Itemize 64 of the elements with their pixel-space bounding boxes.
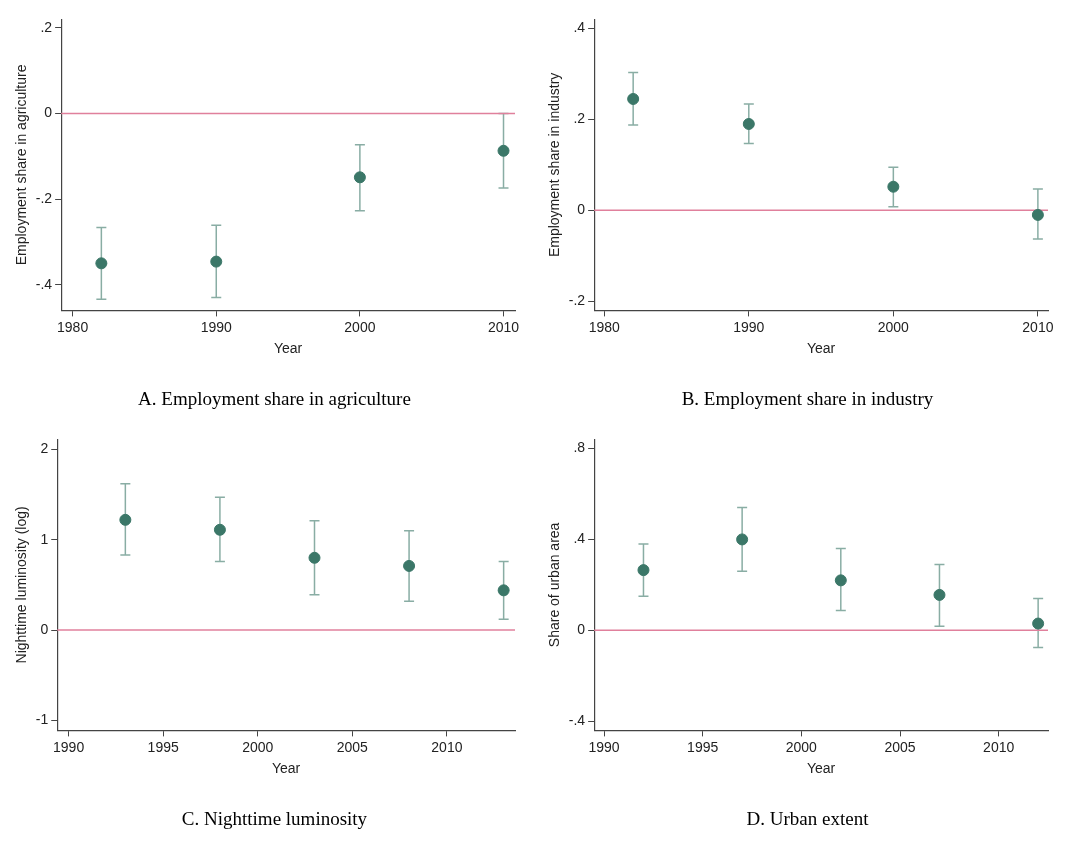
y-tick-label: -1 <box>35 711 49 728</box>
x-tick-label: 1990 <box>200 318 233 335</box>
point <box>627 92 640 105</box>
y-axis-title: Employment share in industry <box>546 72 563 258</box>
point <box>403 559 416 572</box>
y-tick-label: 0 <box>577 621 586 638</box>
x-tick-label: 1995 <box>147 738 179 755</box>
x-tick-label: 2010 <box>487 318 520 335</box>
point <box>834 574 847 587</box>
point <box>887 180 900 193</box>
y-tick-label: 1 <box>40 530 49 547</box>
y-tick-label: -.4 <box>568 712 586 729</box>
x-tick-label: 2000 <box>877 318 910 335</box>
x-tick-label: 1990 <box>733 318 765 335</box>
text: D. Urban extent <box>745 808 870 830</box>
point <box>637 564 650 577</box>
x-axis-title: Year <box>806 760 836 777</box>
x-tick-label: 2000 <box>242 738 274 755</box>
point <box>210 255 223 268</box>
point <box>353 171 366 184</box>
point <box>742 117 755 130</box>
y-tick-label: .4 <box>573 530 586 547</box>
x-axis-title: Year <box>273 340 303 357</box>
y-tick-label: -.2 <box>35 189 53 206</box>
text: C. Nighttime luminosity <box>180 808 369 830</box>
x-axis-title: Year <box>806 340 836 357</box>
point <box>119 513 132 526</box>
point <box>95 257 108 270</box>
x-tick-label: 2010 <box>1022 318 1054 335</box>
y-tick-label: -.2 <box>568 292 586 309</box>
y-tick-label: .4 <box>573 19 586 36</box>
y-tick-label: 0 <box>577 201 586 218</box>
x-tick-label: 2000 <box>785 738 818 755</box>
point <box>1032 617 1045 630</box>
point <box>497 144 510 157</box>
point <box>933 588 946 601</box>
x-tick-label: 2010 <box>431 738 463 755</box>
point <box>308 551 321 564</box>
point <box>1031 208 1044 221</box>
x-tick-label: 1990 <box>53 738 85 755</box>
y-tick-label: 2 <box>40 440 49 457</box>
text: B. Employment share in industry <box>680 388 935 410</box>
y-tick-label: .2 <box>40 18 53 35</box>
point <box>497 584 510 597</box>
x-tick-label: 1980 <box>588 318 621 335</box>
x-tick-label: 2005 <box>884 738 916 755</box>
x-tick-label: 2000 <box>344 318 376 335</box>
x-tick-label: 1995 <box>687 738 719 755</box>
x-tick-label: 2010 <box>983 738 1015 755</box>
y-tick-label: .8 <box>573 439 586 456</box>
x-tick-label: 1990 <box>588 738 620 755</box>
y-tick-label: 0 <box>44 104 53 121</box>
y-tick-label: -.4 <box>35 275 53 292</box>
x-axis-title: Year <box>271 760 301 777</box>
y-axis-title: Employment share in agriculture <box>13 64 30 266</box>
x-tick-label: 1980 <box>57 318 89 335</box>
point <box>213 523 226 536</box>
point <box>736 533 749 546</box>
y-tick-label: 0 <box>40 620 49 637</box>
y-tick-label: .2 <box>573 110 586 127</box>
text: A. Employment share in agriculture <box>137 388 412 410</box>
x-tick-label: 2005 <box>336 738 369 755</box>
y-axis-title: Share of urban area <box>546 522 563 648</box>
y-axis-title: Nighttime luminosity (log) <box>13 506 30 664</box>
